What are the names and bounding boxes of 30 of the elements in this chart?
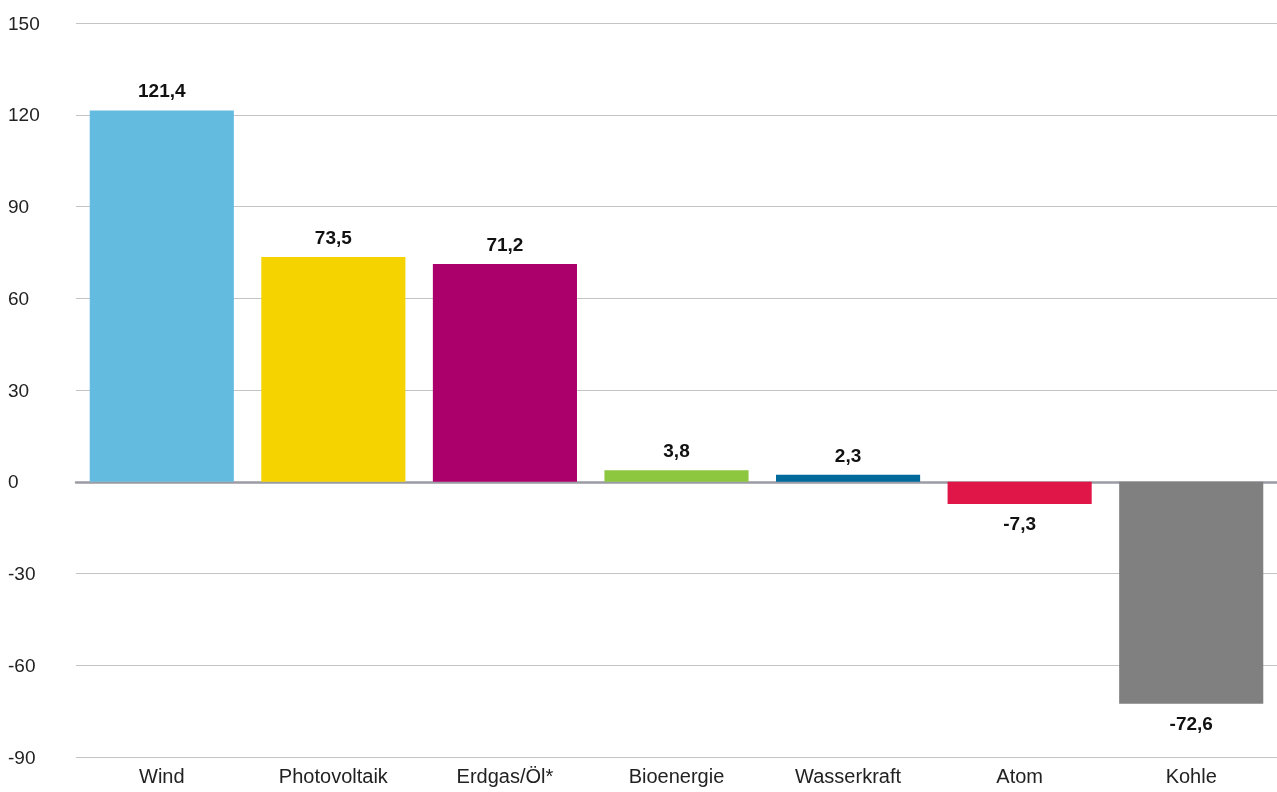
y-tick-label: 30 [8, 379, 30, 401]
bar [261, 256, 406, 482]
x-tick-label: Kohle [1165, 765, 1217, 787]
bar [604, 470, 749, 482]
y-tick-label: 90 [8, 196, 30, 217]
data-label: 73,5 [314, 226, 353, 248]
data-label: 3,8 [663, 440, 690, 462]
y-tick-label: -90 [8, 746, 36, 768]
bar [1119, 481, 1264, 704]
x-tick-label: Wind [139, 765, 185, 787]
x-tick-label: Bioenergie [628, 765, 725, 787]
x-tick-label: Wasserkraft [795, 765, 902, 787]
data-label: 2,3 [834, 444, 862, 466]
x-tick-label: Atom [996, 765, 1043, 787]
y-tick-label: 120 [8, 104, 40, 126]
y-tick-label: -60 [8, 654, 36, 676]
data-label: 121,4 [138, 80, 186, 102]
x-tick-label: Photovoltaik [278, 765, 389, 787]
data-label: 71,2 [486, 234, 524, 255]
bar [776, 474, 921, 482]
bar [432, 264, 577, 482]
bar [947, 481, 1092, 505]
y-tick-label: 60 [8, 287, 30, 309]
data-label: -7,3 [1003, 513, 1037, 535]
y-tick-label: 150 [8, 12, 40, 34]
y-tick-label: 0 [8, 471, 19, 493]
data-label: -72,6 [1169, 712, 1213, 734]
x-tick-label: Erdgas/Öl* [456, 765, 554, 787]
y-tick-label: -30 [8, 563, 36, 584]
bar [89, 110, 234, 482]
